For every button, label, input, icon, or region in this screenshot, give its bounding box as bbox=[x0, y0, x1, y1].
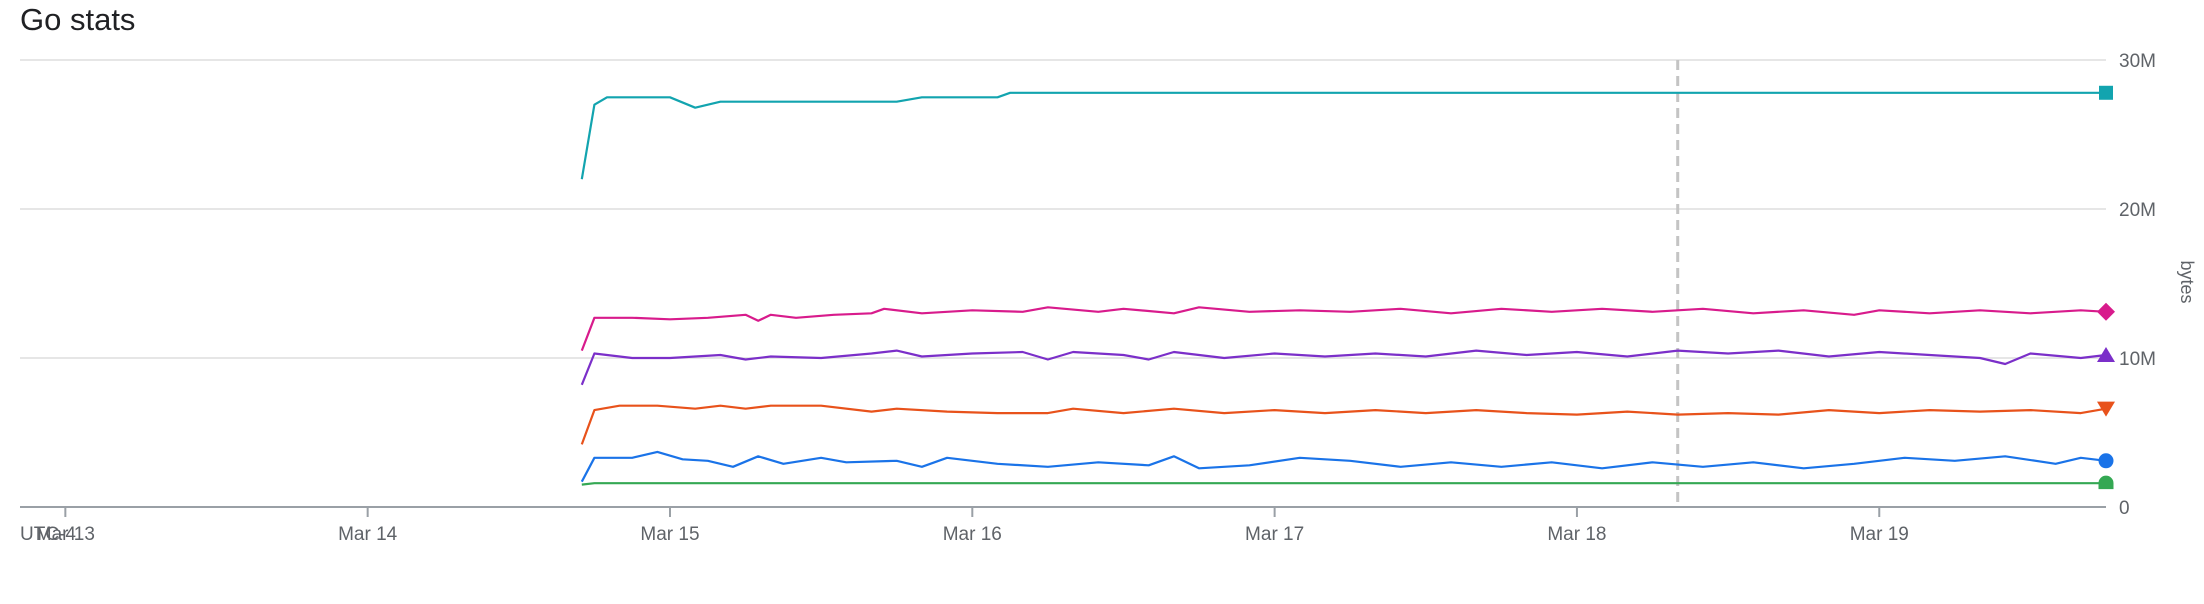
y-axis-label: bytes bbox=[2177, 260, 2197, 303]
x-tick-label: Mar 17 bbox=[1245, 524, 1304, 545]
series-marker-3[interactable] bbox=[2097, 347, 2115, 363]
x-tick-label: Mar 18 bbox=[1547, 524, 1606, 545]
y-tick-label: 20M bbox=[2119, 200, 2156, 221]
series-line-2[interactable] bbox=[580, 306, 2107, 351]
series-marker-5[interactable] bbox=[2098, 453, 2114, 469]
series-line-6[interactable] bbox=[581, 482, 2106, 486]
series-line-3[interactable] bbox=[580, 349, 2107, 386]
y-tick-label: 30M bbox=[2119, 51, 2156, 72]
series-marker-2[interactable] bbox=[2097, 302, 2115, 321]
y-tick-label: 10M bbox=[2119, 349, 2156, 370]
x-tick-label: Mar 15 bbox=[640, 524, 699, 545]
chart-title: Go stats bbox=[20, 2, 136, 37]
x-tick-label: Mar 13 bbox=[36, 524, 95, 545]
timezone-label: UTC-4 bbox=[20, 524, 76, 545]
y-tick-label: 0 bbox=[2119, 498, 2130, 519]
x-tick-label: Mar 16 bbox=[943, 524, 1002, 545]
series-marker-1[interactable] bbox=[2099, 85, 2113, 100]
series-marker-6[interactable] bbox=[2098, 475, 2114, 490]
x-tick-label: Mar 14 bbox=[338, 524, 398, 545]
series-line-4[interactable] bbox=[580, 404, 2107, 445]
series-line-5[interactable] bbox=[580, 450, 2107, 483]
series-marker-4[interactable] bbox=[2097, 401, 2115, 417]
x-tick-label: Mar 19 bbox=[1850, 524, 1909, 545]
series-line-1[interactable] bbox=[580, 91, 2106, 180]
